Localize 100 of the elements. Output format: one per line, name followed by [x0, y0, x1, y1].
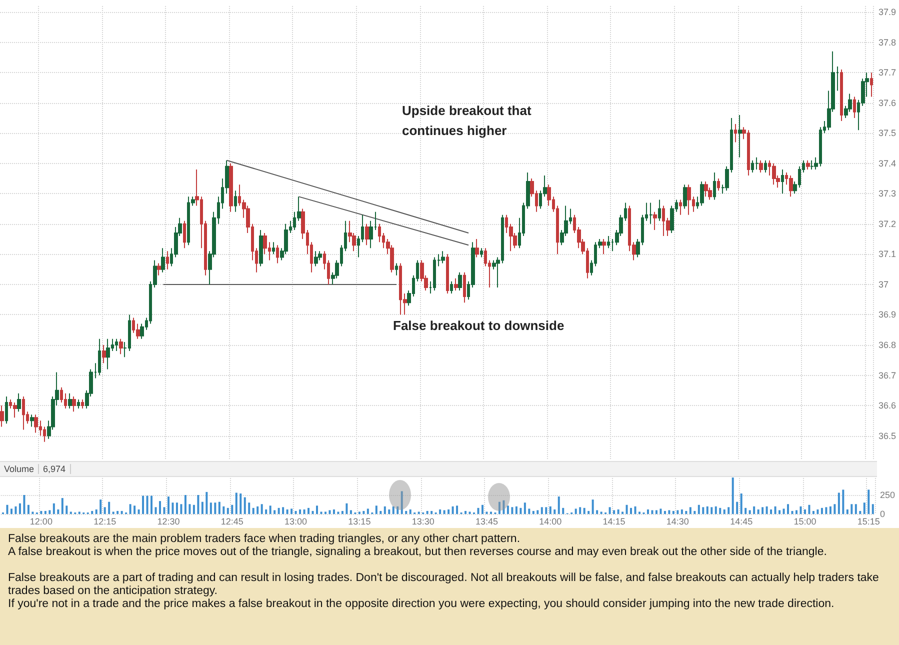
- candlestick: [22, 396, 25, 430]
- bar: [854, 504, 857, 514]
- candlestick: [607, 236, 610, 249]
- bar: [744, 508, 747, 514]
- bar: [260, 504, 263, 514]
- candlestick: [102, 344, 106, 364]
- bar: [728, 507, 730, 514]
- chart-title: Volume: [0, 464, 40, 474]
- candlestick: [679, 199, 682, 216]
- candlestick: [5, 396, 8, 424]
- bar: [214, 502, 216, 514]
- candlestick: [853, 96, 856, 118]
- candlestick: [115, 338, 118, 352]
- bar: [400, 491, 403, 514]
- candlestick: [72, 396, 76, 412]
- x-tick-label: 14:00: [539, 516, 562, 526]
- y-tick-label: 37.4: [878, 158, 896, 168]
- candlestick: [98, 338, 101, 376]
- bar: [176, 502, 178, 514]
- bar: [256, 506, 259, 514]
- bar: [108, 502, 110, 514]
- candlestick: [649, 202, 653, 224]
- bar: [44, 510, 46, 514]
- bar: [660, 508, 662, 514]
- bar: [710, 507, 713, 514]
- bar: [863, 502, 866, 514]
- bar: [244, 497, 246, 514]
- candlestick: [454, 278, 458, 292]
- bar: [796, 510, 798, 514]
- bar: [52, 503, 55, 514]
- bar: [61, 498, 64, 514]
- bar: [714, 506, 717, 514]
- text: False breakouts are a part of trading and can result in losing trades. Don't be discouraged. Not all breakouts will be false, and false breakouts can actually help traders take trades based on the anticipation strategy.: [8, 572, 880, 598]
- candlestick: [653, 211, 657, 230]
- bar: [286, 509, 288, 514]
- candlestick: [30, 414, 34, 428]
- bar: [316, 506, 318, 514]
- bar: [274, 510, 276, 514]
- bar: [443, 510, 446, 514]
- candlestick: [764, 160, 767, 173]
- bar: [506, 506, 509, 514]
- bar: [520, 508, 522, 514]
- bar: [850, 504, 853, 514]
- bar: [142, 496, 144, 514]
- bar: [524, 502, 526, 514]
- bar: [706, 506, 708, 514]
- bar: [787, 504, 790, 514]
- bar: [562, 508, 564, 514]
- bar: [646, 509, 649, 514]
- bar: [680, 509, 683, 514]
- candlestick: [183, 220, 186, 249]
- bar: [452, 506, 454, 514]
- bar: [800, 506, 802, 514]
- bar: [23, 495, 26, 514]
- candlestick: [683, 184, 687, 210]
- bar: [634, 506, 636, 514]
- bar: [477, 508, 480, 514]
- bar: [757, 509, 760, 514]
- candlestick: [789, 174, 793, 198]
- bar: [384, 506, 386, 514]
- candlestick: [734, 124, 737, 143]
- bar: [138, 509, 140, 514]
- bar: [163, 507, 166, 514]
- x-tick-label: 14:15: [602, 516, 626, 526]
- x-tick-label: 15:00: [794, 516, 816, 526]
- bar: [464, 510, 467, 514]
- candlestick: [704, 181, 708, 198]
- bar: [66, 506, 68, 514]
- candlestick: [314, 250, 318, 267]
- bar: [816, 509, 819, 514]
- bar: [782, 508, 785, 514]
- bar: [820, 508, 823, 514]
- bar: [27, 504, 30, 514]
- bar: [116, 510, 119, 514]
- bar: [834, 504, 836, 514]
- bar: [481, 504, 484, 514]
- candlestick: [272, 242, 275, 255]
- bar: [676, 510, 679, 514]
- bar: [388, 509, 390, 514]
- bar: [668, 510, 670, 514]
- bar: [40, 510, 42, 514]
- candlestick: [738, 114, 742, 158]
- bar: [536, 510, 539, 514]
- bar: [328, 510, 331, 514]
- candlestick: [81, 398, 84, 410]
- candlestick: [276, 244, 279, 264]
- bar: [120, 510, 123, 514]
- x-tick-label: 14:30: [666, 516, 689, 526]
- bar: [95, 509, 98, 514]
- bar: [448, 509, 450, 514]
- candlestick: [480, 248, 483, 258]
- candlestick: [717, 178, 720, 192]
- candlestick: [68, 392, 72, 410]
- bar: [694, 510, 696, 514]
- bar: [278, 508, 280, 514]
- candlestick: [34, 414, 38, 434]
- candlestick: [395, 262, 398, 276]
- bar: [48, 510, 51, 514]
- bar: [426, 510, 428, 514]
- candlestick: [759, 160, 763, 173]
